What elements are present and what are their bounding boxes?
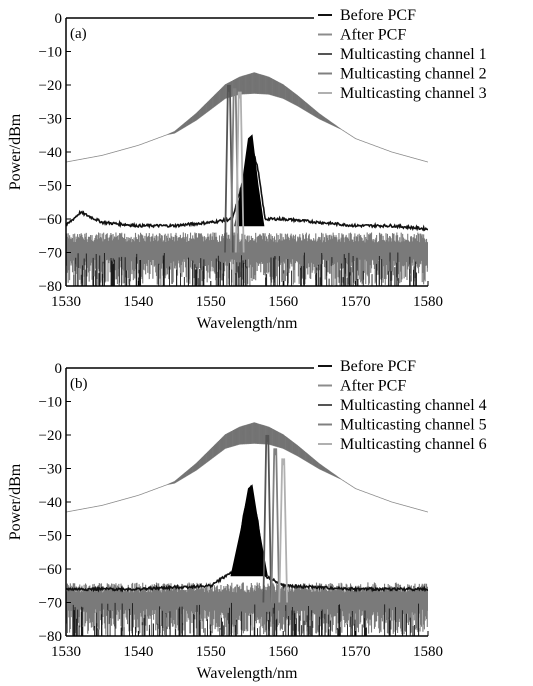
panel-a-legend-entry: Before PCF — [340, 7, 416, 24]
panel-b-y-axis-label: Power/dBm — [7, 463, 24, 540]
panel-b-series-channel-1 — [262, 434, 273, 603]
panel-b-legend-bg — [314, 357, 528, 459]
panel-a-y-tick-label: −50 — [39, 179, 62, 195]
panel-a-series-channel-1 — [224, 84, 234, 253]
panel-b-y-tick-label: −40 — [39, 495, 62, 511]
panel-a-x-tick-label: 1540 — [123, 294, 153, 310]
panel-a-legend-bg — [314, 6, 528, 108]
panel-b-y-tick-label: −50 — [39, 529, 62, 545]
panel-b-y-tick-label: −20 — [39, 428, 62, 444]
panel-b-x-tick-label: 1570 — [341, 644, 371, 660]
panel-a-y-tick-label: −40 — [39, 145, 62, 161]
panel-a-y-tick-label: −80 — [39, 279, 62, 295]
panel-a-legend-entry: After PCF — [340, 27, 406, 44]
panel-a-legend-entry: Multicasting channel 3 — [340, 85, 487, 102]
panel-b-x-tick-label: 1540 — [123, 644, 153, 660]
panel-a-x-tick-label: 1580 — [413, 294, 443, 310]
panel-b-after-pcf-oscillation — [167, 422, 341, 485]
panel-b-data-region — [66, 422, 428, 636]
panel-b-legend-entry: After PCF — [340, 378, 406, 395]
panel-b-noise-spikes — [72, 602, 420, 636]
panel-a-x-tick-label: 1560 — [268, 294, 298, 310]
panel-a-y-tick-label: −70 — [39, 246, 62, 262]
panel-b-y-tick-label: 0 — [55, 361, 63, 377]
panel-b-x-tick-label: 1560 — [268, 644, 298, 660]
panel-a-legend-entry: Multicasting channel 1 — [340, 46, 487, 63]
panel-b-legend-entry: Multicasting channel 4 — [340, 397, 487, 414]
panel-b-legend: Before PCF After PCF Multicasting channel … — [314, 357, 528, 459]
panel-a-series-channel-3 — [234, 91, 245, 253]
panel-b-y-tick-label: −10 — [39, 395, 62, 411]
panel-a-noise-floor — [66, 232, 428, 286]
panel-a-panel-label: (a) — [70, 26, 87, 42]
panel-b-y-tick-label: −30 — [39, 462, 62, 478]
panel-a-x-axis-label: Wavelength/nm — [197, 315, 298, 332]
panel-b-y-tick-label: −60 — [39, 562, 62, 578]
panel-b-y-tick-label: −80 — [39, 629, 62, 645]
panel-a-y-tick-label: −30 — [39, 112, 62, 128]
panel-b-series-channel-2 — [270, 448, 281, 603]
panel-b-noise-floor — [66, 582, 428, 636]
panel-b-x-tick-label: 1580 — [413, 644, 443, 660]
panel-b-series-channel-3 — [278, 458, 289, 603]
panel-b-panel-label: (b) — [70, 376, 88, 392]
panel-a-noise-spikes — [73, 252, 417, 286]
panel-a-data-region — [66, 72, 428, 286]
panel-b-legend-entry: Multicasting channel 5 — [340, 417, 487, 434]
panel-a-legend: Before PCF After PCF Multicasting channel … — [314, 6, 528, 108]
panel-a-series-channel-2 — [229, 88, 240, 253]
panel-a-x-tick-label: 1530 — [51, 294, 81, 310]
panel-b-pump-peak — [230, 484, 268, 577]
panel-a-x-tick-label: 1570 — [341, 294, 371, 310]
panel-b-legend-entry: Before PCF — [340, 358, 416, 375]
panel-b-y-tick-label: −70 — [39, 596, 62, 612]
panel-a-x-tick-label: 1550 — [196, 294, 226, 310]
panel-a-after-pcf-oscillation — [167, 72, 341, 135]
panel-b-legend-entry: Multicasting channel 6 — [340, 436, 487, 453]
panel-a-y-tick-label: 0 — [55, 11, 63, 27]
panel-a-legend-entry: Multicasting channel 2 — [340, 66, 487, 83]
panel-a-y-tick-label: −60 — [39, 212, 62, 228]
panel-a-y-tick-label: −10 — [39, 45, 62, 61]
panel-b-x-tick-label: 1530 — [51, 644, 81, 660]
panel-a-y-tick-label: −20 — [39, 78, 62, 94]
panel-b-x-tick-label: 1550 — [196, 644, 226, 660]
panel-a-y-axis-label: Power/dBm — [7, 113, 24, 190]
panel-b-x-axis-label: Wavelength/nm — [197, 665, 298, 682]
